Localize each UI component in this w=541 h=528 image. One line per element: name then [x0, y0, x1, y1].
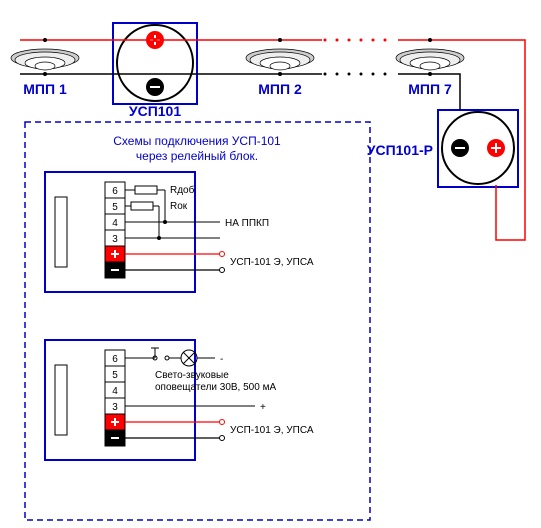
svg-text:МПП 2: МПП 2	[258, 81, 302, 97]
svg-text:5: 5	[112, 370, 118, 381]
svg-text:НА ППКП: НА ППКП	[225, 218, 269, 229]
svg-text:Rдоб: Rдоб	[170, 184, 195, 196]
svg-text:через релейный блок.: через релейный блок.	[136, 149, 258, 163]
svg-text:УСП-101 Э, УПСА: УСП-101 Э, УПСА	[230, 425, 314, 436]
svg-text:3: 3	[112, 234, 118, 245]
svg-text:6: 6	[112, 186, 118, 197]
svg-text:УСП101: УСП101	[129, 103, 181, 119]
svg-text:УСП-101 Э, УПСА: УСП-101 Э, УПСА	[230, 257, 314, 268]
svg-text:4: 4	[112, 386, 118, 397]
svg-text:-: -	[220, 354, 223, 365]
svg-text:МПП 1: МПП 1	[23, 81, 67, 97]
svg-text:6: 6	[112, 354, 118, 365]
svg-text:3: 3	[112, 402, 118, 413]
svg-text:УСП101-Р: УСП101-Р	[367, 142, 433, 158]
svg-text:МПП 7: МПП 7	[408, 81, 452, 97]
svg-text:оповещатели 30В, 500 мА: оповещатели 30В, 500 мА	[155, 382, 276, 393]
svg-text:+: +	[260, 402, 266, 413]
svg-text:4: 4	[112, 218, 118, 229]
svg-text:Схемы подключения УСП-101: Схемы подключения УСП-101	[113, 134, 281, 148]
svg-text:Rок: Rок	[170, 201, 188, 212]
svg-text:Свето-звуковые: Свето-звуковые	[155, 370, 229, 381]
svg-text:5: 5	[112, 202, 118, 213]
